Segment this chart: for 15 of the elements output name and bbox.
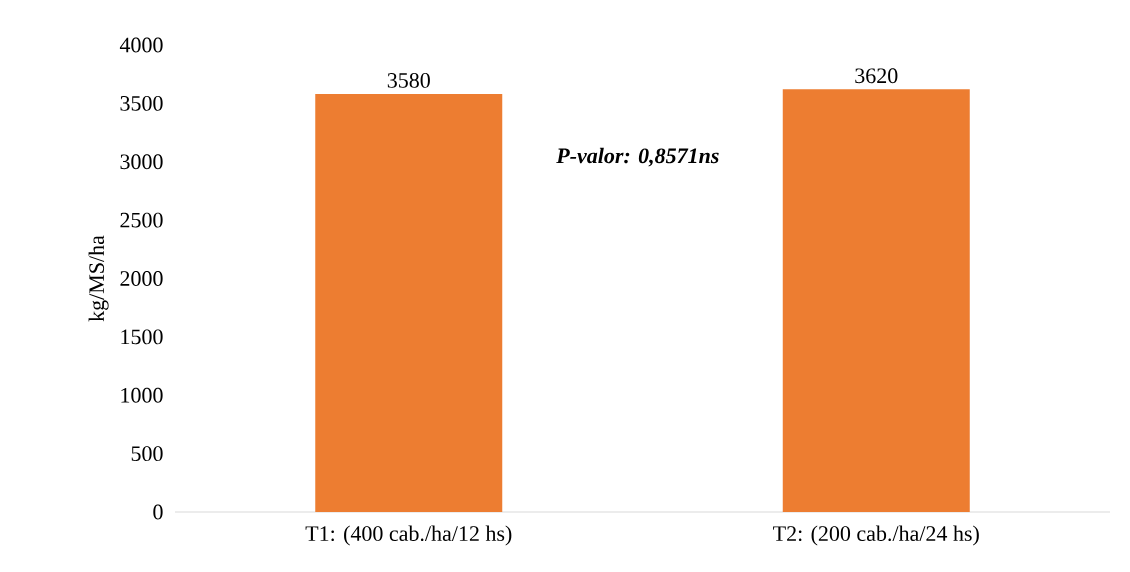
y-axis-title: kg/MS/ha xyxy=(88,235,109,322)
y-tick-label: 2000 xyxy=(120,271,163,286)
y-tick-label: 1000 xyxy=(121,387,163,403)
y-tick-label: 3500 xyxy=(120,95,163,111)
x-tick-label: T1: (400 cab./ha/12 hs) xyxy=(305,525,512,546)
y-tick-label: 4000 xyxy=(119,37,163,53)
x-tick-label: T2: (200 cab./ha/24 hs) xyxy=(773,525,979,546)
data-label: 3620 xyxy=(855,68,898,84)
y-tick-label: 3000 xyxy=(120,154,163,170)
y-tick-label: 2500 xyxy=(120,212,163,228)
annotation: P-valor: 0,8571ns xyxy=(556,147,719,167)
y-tick-label: 1500 xyxy=(121,329,163,345)
y-tick-label: 500 xyxy=(131,446,163,462)
data-label: 3580 xyxy=(387,72,430,88)
y-tick-label: 0 xyxy=(153,504,163,520)
